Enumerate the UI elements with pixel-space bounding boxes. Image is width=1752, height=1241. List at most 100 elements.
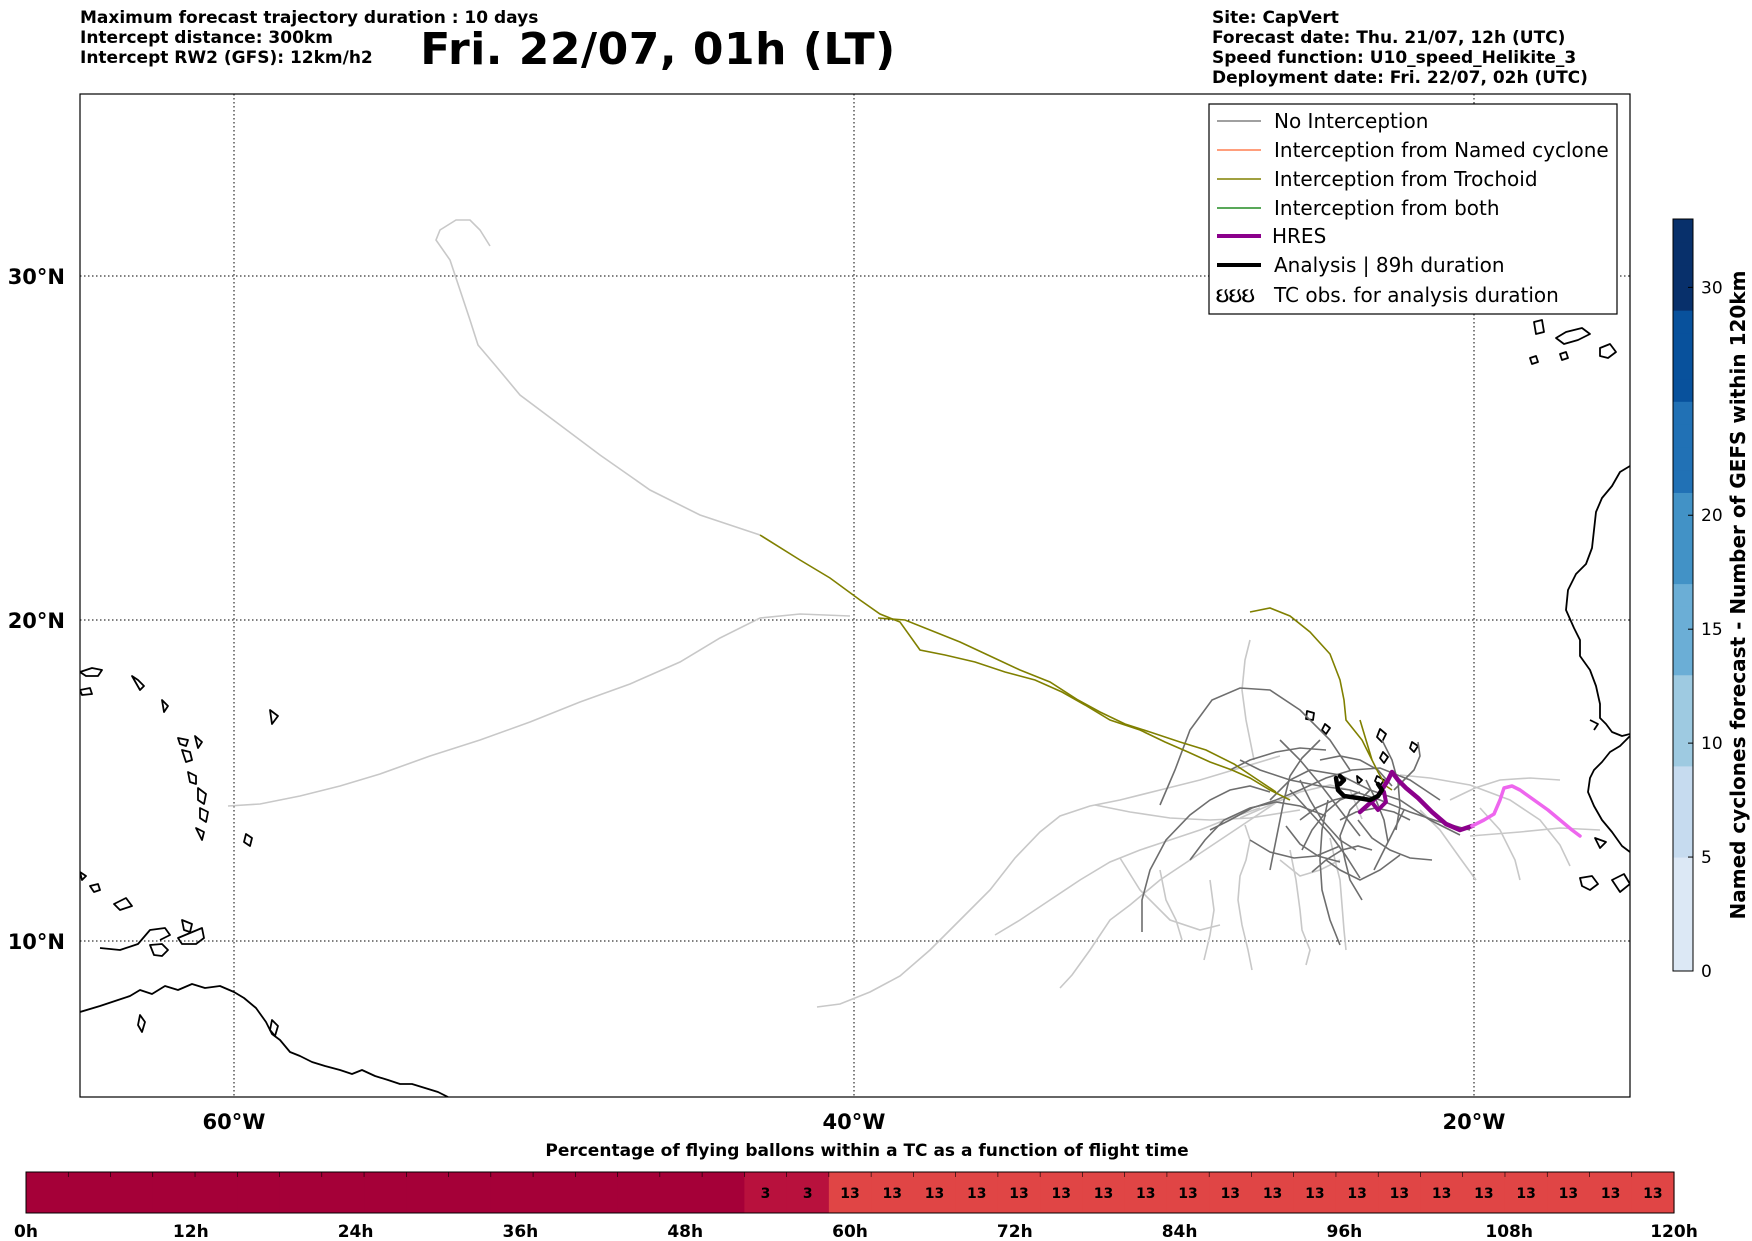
intercept-rw2-text: Intercept RW2 (GFS): 12km/h2 (80, 48, 373, 68)
colorbar-segment (1673, 492, 1693, 516)
colorbar-segment (1673, 560, 1693, 585)
timeline-cell-value: 13 (1178, 1186, 1197, 1202)
lat-label-30n: 30°N (8, 265, 65, 289)
timeline-cell (279, 1172, 323, 1213)
svg-text:Interception from Named cyclon: Interception from Named cyclone (1274, 138, 1609, 162)
coast-isla-2 (269, 1019, 279, 1037)
longitude-labels: 60°W 40°W 20°W (203, 1110, 1506, 1134)
svg-text:TC obs. for analysis duration: TC obs. for analysis duration (1273, 283, 1559, 307)
colorbar-label: Named cyclones forecast - Number of GEFS… (1726, 271, 1750, 920)
latitude-labels: 30°N 20°N 10°N (8, 265, 65, 954)
timeline-cell (828, 1172, 872, 1213)
lat-label-20n: 20°N (8, 609, 65, 633)
colorbar-segment (1673, 879, 1693, 904)
coast-isla (137, 1014, 146, 1033)
timeline-cell (659, 1172, 703, 1213)
timeline-cell-value: 13 (883, 1186, 902, 1202)
timeline-cell-value: 13 (1432, 1186, 1451, 1202)
intercept-distance-text: Intercept distance: 300km (80, 28, 333, 48)
colorbar-tick-label: 10 (1701, 734, 1723, 754)
colorbar-segment (1673, 788, 1693, 812)
site-text: Site: CapVert (1212, 8, 1339, 28)
trajectory-analysis (1333, 773, 1385, 803)
hres-early (1357, 769, 1475, 833)
colorbar-segment (1673, 515, 1693, 539)
coast-lesser-antilles (177, 927, 205, 945)
timeline-cell-value: 13 (840, 1186, 859, 1202)
timeline-cell (152, 1172, 196, 1213)
timeline-cell (448, 1172, 492, 1213)
timeline-cell (702, 1172, 745, 1213)
timeline-cell-value: 13 (1643, 1186, 1662, 1202)
timeline-time-label: 0h (14, 1222, 38, 1241)
timeline-cell-value: 3 (803, 1186, 813, 1202)
max-duration-text: Maximum forecast trajectory duration : 1… (80, 8, 539, 28)
timeline-cell (1040, 1172, 1084, 1213)
timeline-cell-value: 13 (925, 1186, 944, 1202)
timeline-time-label: 72h (997, 1222, 1033, 1241)
colorbar-tick-label: 5 (1701, 848, 1712, 868)
timeline-cell-value: 13 (1136, 1186, 1155, 1202)
timeline-time-label: 120h (1650, 1222, 1698, 1241)
timeline: Percentage of flying ballons within a TC… (14, 1141, 1698, 1241)
colorbar-segment (1673, 401, 1693, 425)
colorbar-tick-label: 0 (1701, 962, 1712, 982)
legend-item-both: Interception from both (1217, 196, 1500, 220)
timeline-cell-value: 13 (1052, 1186, 1071, 1202)
legend-item-trochoid: Interception from Trochoid (1217, 167, 1538, 191)
svg-text:HRES: HRES (1272, 224, 1326, 248)
colorbar-segment (1673, 378, 1693, 402)
timeline-cell (1462, 1172, 1506, 1213)
site-parameters: Site: CapVert Forecast date: Thu. 21/07,… (1212, 8, 1588, 88)
timeline-cell (1420, 1172, 1464, 1213)
lon-label-40w: 40°W (823, 1110, 886, 1134)
timeline-cell (913, 1172, 957, 1213)
timeline-title: Percentage of flying ballons within a TC… (545, 1141, 1188, 1161)
legend-item-tc-obs: ઇઇઇ TC obs. for analysis duration (1216, 283, 1559, 307)
timeline-cell (1251, 1172, 1295, 1213)
colorbar-segment (1673, 264, 1693, 288)
svg-text:Interception from Trochoid: Interception from Trochoid (1274, 167, 1538, 191)
timeline-cell (955, 1172, 999, 1213)
timeline-time-label: 108h (1485, 1222, 1533, 1241)
lon-label-60w: 60°W (203, 1110, 266, 1134)
timeline-cell (26, 1172, 69, 1213)
timeline-cell (1589, 1172, 1633, 1213)
timeline-cell-value: 13 (1221, 1186, 1240, 1202)
timeline-cell-value: 13 (1094, 1186, 1113, 1202)
coast-venezuela-gulf (99, 927, 171, 951)
colorbar-segment (1673, 925, 1693, 949)
timeline-cell-value: 13 (967, 1186, 986, 1202)
timeline-cell (786, 1172, 830, 1213)
colorbar-segment (1673, 241, 1693, 266)
timeline-cell-value: 13 (1601, 1186, 1620, 1202)
colorbar-ticks: 0 5 10 15 20 30 (1688, 278, 1723, 982)
timeline-cell (1631, 1172, 1675, 1213)
colorbar-segment (1673, 446, 1693, 471)
timeline-cell-value: 13 (1559, 1186, 1578, 1202)
trajectories-trochoid (759, 534, 1393, 801)
colorbar-tick-label: 15 (1701, 620, 1723, 640)
timeline-cell (1166, 1172, 1210, 1213)
lon-label-20w: 20°W (1443, 1110, 1506, 1134)
colorbar-segments (1673, 219, 1693, 972)
timeline-cell (195, 1172, 238, 1213)
colorbar-segment (1673, 902, 1693, 926)
colorbar-segment (1673, 287, 1693, 311)
colorbar-segment (1673, 651, 1693, 676)
legend: No Interception Interception from Named … (1208, 103, 1618, 315)
coast-puerto-rico (80, 667, 103, 677)
timeline-cell (1335, 1172, 1379, 1213)
svg-text:Interception from both: Interception from both (1274, 196, 1500, 220)
legend-item-no-interception: No Interception (1217, 109, 1428, 133)
timeline-cells: 3 3 13 13 13 13 13 13 13 13 13 13 13 13 13 13 13 13 13 13 13… (25, 1172, 1675, 1213)
trajectories-light (227, 219, 1601, 1008)
colorbar-segment (1673, 697, 1693, 721)
timeline-time-label: 84h (1162, 1222, 1198, 1241)
timeline-cell (1504, 1172, 1548, 1213)
colorbar-segment (1673, 743, 1693, 767)
colorbar-segment (1673, 674, 1693, 699)
timeline-time-label: 48h (667, 1222, 703, 1241)
hres-late (1470, 784, 1582, 838)
